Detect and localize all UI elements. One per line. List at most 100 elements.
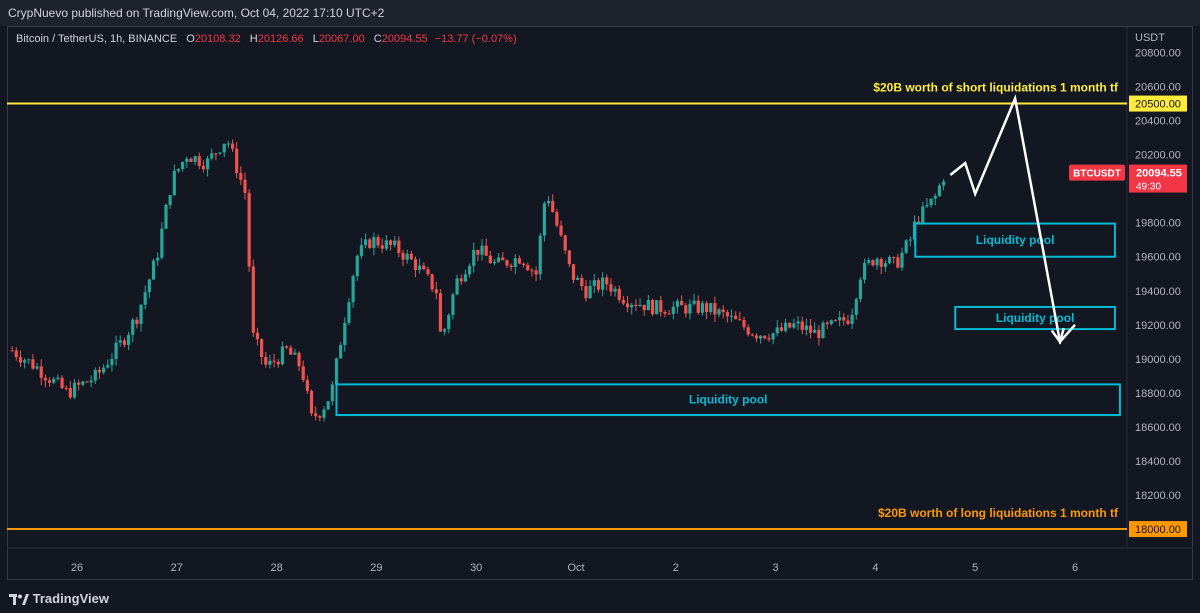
candle bbox=[534, 266, 538, 282]
price-tick-label: 18400.00 bbox=[1135, 456, 1181, 468]
candle-body bbox=[746, 327, 750, 335]
candle bbox=[887, 255, 892, 265]
candle bbox=[106, 359, 110, 369]
candle-body bbox=[47, 380, 52, 383]
candle-body bbox=[734, 315, 738, 320]
candle bbox=[239, 166, 243, 186]
candle bbox=[763, 335, 767, 340]
candle bbox=[409, 250, 413, 260]
candle-body bbox=[164, 204, 168, 229]
candle bbox=[197, 152, 201, 170]
candle-body bbox=[102, 367, 106, 373]
candle-body bbox=[135, 319, 139, 324]
candle-body bbox=[825, 322, 829, 324]
candle-body bbox=[497, 257, 501, 262]
candle-body bbox=[621, 299, 626, 304]
candle-body bbox=[696, 300, 700, 313]
candle bbox=[792, 318, 796, 330]
candle-body bbox=[721, 309, 725, 313]
candle bbox=[625, 295, 630, 313]
candle bbox=[929, 198, 933, 208]
time-tick-label: 3 bbox=[773, 562, 779, 574]
candle bbox=[783, 318, 788, 333]
candle bbox=[609, 278, 613, 296]
candle-body bbox=[434, 289, 438, 294]
candle bbox=[126, 331, 131, 351]
candle bbox=[168, 194, 172, 209]
candle-body bbox=[617, 288, 621, 300]
candle-body bbox=[430, 274, 434, 290]
candle bbox=[546, 196, 551, 207]
candle bbox=[634, 299, 638, 311]
candle-body bbox=[501, 257, 505, 261]
candle-body bbox=[31, 359, 35, 369]
candle-body bbox=[426, 269, 430, 275]
candle bbox=[513, 254, 517, 275]
candle bbox=[684, 302, 688, 318]
candle-body bbox=[534, 270, 538, 275]
candle-body bbox=[509, 265, 513, 267]
candle-body bbox=[933, 195, 937, 199]
tradingview-logo[interactable]: TradingView bbox=[9, 591, 109, 606]
candle-body bbox=[309, 390, 314, 414]
candle-body bbox=[659, 300, 663, 312]
candle bbox=[463, 269, 467, 283]
candle bbox=[713, 296, 717, 323]
candle-body bbox=[43, 377, 47, 381]
candle bbox=[646, 295, 650, 311]
legend-low-label: L bbox=[312, 33, 319, 45]
footer-bar bbox=[0, 580, 1200, 613]
candle bbox=[584, 280, 588, 302]
candle bbox=[301, 360, 305, 383]
candle-body bbox=[438, 293, 443, 332]
short-liquidations-price-text: 20500.00 bbox=[1135, 99, 1181, 111]
candle bbox=[505, 259, 509, 268]
candle-body bbox=[301, 366, 305, 380]
candle-body bbox=[185, 158, 189, 162]
candle bbox=[592, 273, 596, 294]
candle bbox=[896, 254, 900, 269]
candle bbox=[704, 300, 709, 320]
candle bbox=[621, 295, 626, 306]
candle-body bbox=[517, 258, 522, 264]
candle-body bbox=[625, 303, 630, 308]
countdown-text: 49:30 bbox=[1136, 182, 1161, 193]
candle bbox=[77, 379, 81, 391]
candle bbox=[659, 295, 663, 317]
candle-body bbox=[205, 158, 210, 170]
candle bbox=[393, 235, 397, 248]
candle bbox=[135, 317, 139, 329]
candle bbox=[401, 249, 405, 266]
candle-body bbox=[126, 334, 131, 345]
candle-body bbox=[555, 211, 559, 226]
candle bbox=[501, 252, 505, 261]
candle-body bbox=[530, 270, 534, 272]
candle-body bbox=[937, 185, 942, 196]
candle bbox=[272, 353, 276, 368]
candle-body bbox=[638, 304, 642, 307]
candle-body bbox=[941, 181, 946, 186]
candle bbox=[838, 310, 842, 327]
candle bbox=[118, 335, 122, 347]
candle bbox=[696, 295, 700, 316]
candle bbox=[347, 298, 351, 326]
candle-body bbox=[89, 380, 93, 383]
candle-body bbox=[680, 300, 684, 306]
candle-body bbox=[197, 156, 201, 166]
candle-body bbox=[442, 329, 447, 332]
candle-body bbox=[459, 278, 463, 282]
candle bbox=[359, 237, 364, 259]
candle-body bbox=[729, 315, 734, 317]
candle bbox=[247, 189, 251, 272]
candle bbox=[779, 322, 784, 332]
candle-body bbox=[347, 302, 351, 323]
price-axis-unit: USDT bbox=[1135, 32, 1165, 44]
candle-body bbox=[605, 277, 609, 285]
candle bbox=[642, 304, 646, 316]
liquidity-pool-zone bbox=[914, 222, 1116, 258]
candle-body bbox=[147, 279, 151, 293]
candle bbox=[160, 222, 164, 260]
candle bbox=[738, 311, 742, 321]
candle bbox=[102, 364, 106, 375]
